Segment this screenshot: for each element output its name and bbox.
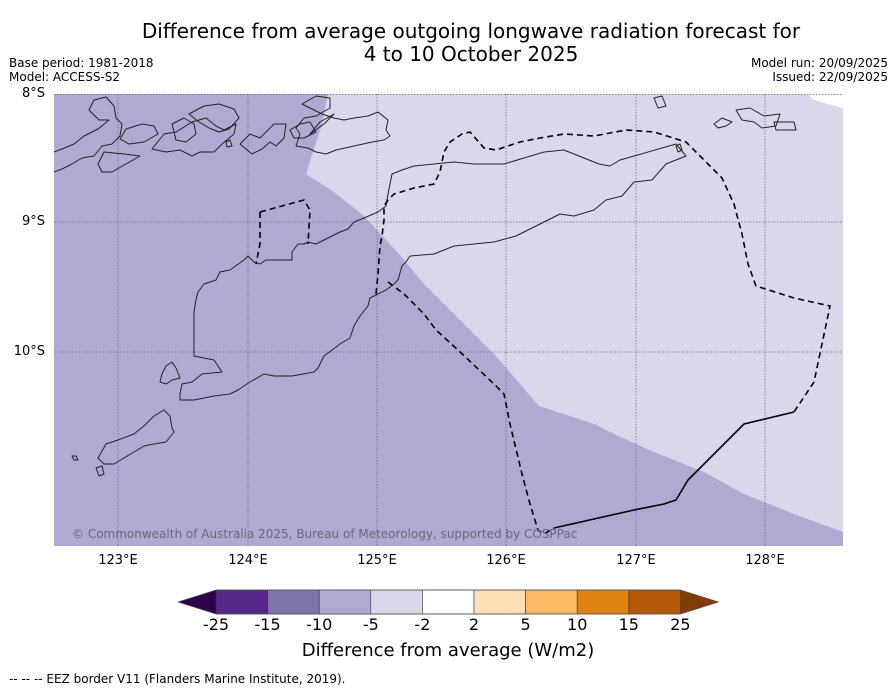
lat-label-8s: 8°S: [21, 86, 45, 101]
eez-border-oecusse: [259, 199, 311, 245]
title-line-2: 4 to 10 October 2025: [363, 42, 579, 66]
lon-label-125e: 125°E: [357, 553, 397, 568]
eez-border-timor-north: [375, 129, 831, 413]
colorbar-bin: [422, 589, 475, 615]
title-line-1: Difference from average outgoing longwav…: [141, 19, 801, 43]
colorbar-bin: [267, 589, 320, 615]
colorbar-bin: [525, 589, 578, 615]
eez-border-oecusse-west: [255, 212, 261, 265]
model-run-date: Model run: 20/09/2025: [750, 56, 888, 70]
coastline-small-island-1: [225, 139, 233, 148]
eez-borders: [255, 129, 831, 535]
graticule: [54, 94, 843, 546]
coastline-wetar: [295, 95, 391, 155]
eez-border-timor-south: [387, 281, 555, 535]
issued-date: Issued: 22/09/2025: [772, 70, 888, 84]
meta-left: Base period: 1981-2018 Model: ACCESS-S2: [9, 56, 154, 84]
anomaly-region-minus5-minus2: [306, 94, 843, 532]
coastlines: [54, 95, 797, 477]
colorbar-tick-label: -15: [254, 615, 281, 634]
colorbar-bin: [628, 589, 681, 615]
coastline-timor-north: [179, 143, 687, 401]
coastline-atauro: [289, 121, 317, 139]
coastline-pantar: [171, 117, 197, 143]
colorbar-tick-label: 10: [567, 615, 588, 634]
anomaly-region-minus2-plus2: [809, 94, 843, 108]
colorbar-bin: [370, 589, 423, 615]
coastline-jaco: [675, 143, 683, 153]
coastline-lembata: [119, 123, 159, 145]
meta-right: Model run: 20/09/2025 Issued: 22/09/2025: [751, 56, 888, 84]
coastline-lakor: [773, 121, 797, 131]
lat-label-9s: 9°S: [21, 214, 45, 229]
coastline-rote: [97, 409, 175, 465]
colorbar-bin: [576, 589, 630, 615]
coastline-leti: [713, 117, 733, 129]
colorbar: [178, 589, 720, 615]
colorbar-under-arrow: [178, 590, 216, 614]
colorbar-label: Difference from average (W/m2): [301, 640, 595, 661]
lon-label-128e: 128°E: [745, 553, 785, 568]
colorbar-tick-label: 5: [520, 615, 531, 634]
colorbar-tick-label: -2: [414, 615, 431, 634]
coastline-semau: [159, 361, 181, 385]
colorbar-over-arrow: [680, 590, 719, 614]
map-plot: [54, 94, 843, 546]
colorbar-tick-label: 2: [468, 615, 480, 634]
coastline-moa: [735, 107, 781, 129]
colorbar-tick-label: -10: [306, 615, 333, 634]
lon-label-127e: 127°E: [616, 553, 656, 568]
colorbar-tick-label: 25: [670, 615, 691, 634]
colorbar-bin: [473, 589, 526, 615]
chart-title: Difference from average outgoing longwav…: [0, 20, 896, 66]
colorbar-tick-label: -25: [202, 615, 230, 634]
coastline-wetar-west: [239, 123, 287, 155]
coastline-alor-east: [188, 103, 240, 133]
eez-border-timor-sea: [553, 411, 795, 529]
lat-label-10s: 10°S: [13, 344, 45, 359]
copyright-notice: © Commonwealth of Australia 2025, Bureau…: [72, 527, 578, 541]
colorbar-tick-label: -5: [362, 615, 379, 634]
coastline-small-island-2: [71, 455, 79, 461]
eez-legend-note: -- -- -- EEZ border V11 (Flanders Marine…: [9, 672, 346, 686]
colorbar-bin: [318, 589, 372, 615]
model-name: Model: ACCESS-S2: [9, 70, 121, 84]
coastline-ndao: [95, 465, 105, 477]
colorbar-outline: [178, 589, 720, 615]
lon-label-124e: 124°E: [228, 553, 268, 568]
base-period: Base period: 1981-2018: [9, 56, 154, 70]
coastline-adonara: [97, 151, 141, 173]
lon-label-126e: 126°E: [486, 553, 526, 568]
colorbar-tick-label: 15: [618, 615, 639, 634]
lon-label-123e: 123°E: [98, 553, 138, 568]
coastline-kisar: [653, 95, 667, 109]
coastline-flores-east: [54, 96, 123, 173]
colorbar-bin: [215, 589, 268, 615]
coastline-wetar-north: [309, 113, 335, 135]
coastline-alor-west: [151, 117, 237, 157]
